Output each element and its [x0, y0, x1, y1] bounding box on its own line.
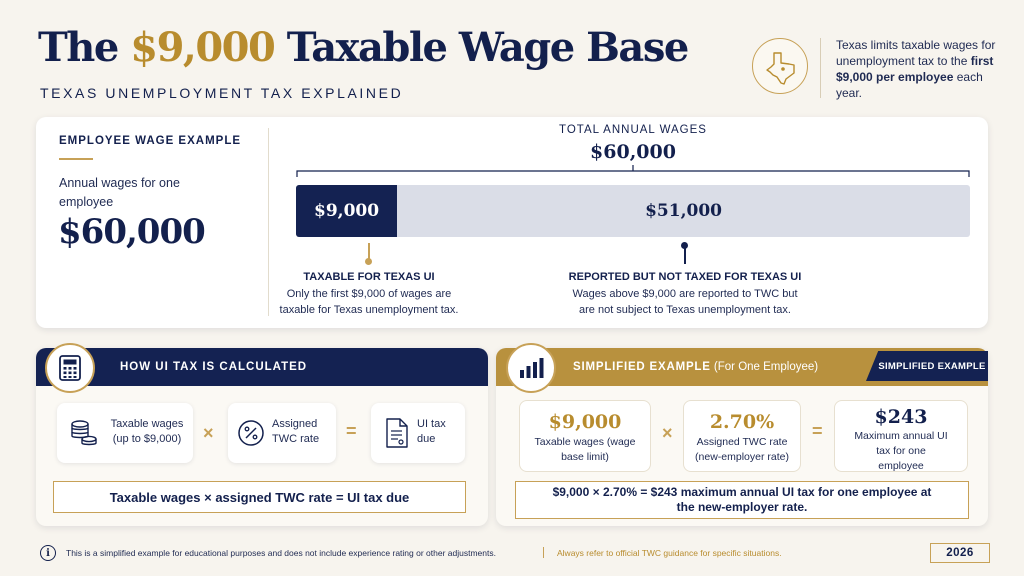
- wage-example-amount: $60,000: [58, 212, 206, 252]
- footer-year: 2026: [930, 543, 990, 563]
- step-twc-rate: Assigned TWC rate: [228, 403, 336, 463]
- header-note: Texas limits taxable wages for unemploym…: [836, 38, 996, 100]
- coins-icon: [71, 420, 97, 446]
- calculator-badge: [45, 343, 95, 393]
- step-ui-tax-due-label: UI tax due: [417, 418, 446, 445]
- texas-map-icon: [766, 52, 795, 85]
- example-heading: SIMPLIFIED EXAMPLE (For One Employee): [573, 361, 819, 373]
- taxable-segment: $9,000: [296, 185, 398, 237]
- bar-chart-badge: [506, 343, 556, 393]
- taxable-callout-title: TAXABLE FOR TEXAS UI: [303, 271, 435, 283]
- calculator-icon: [59, 355, 81, 381]
- example-taxable-wages: $9,000 Taxable wages (wage base limit): [519, 400, 651, 472]
- calculation-header-bar: [36, 348, 488, 386]
- wage-example-heading: EMPLOYEE WAGE EXAMPLE: [59, 135, 242, 147]
- example-taxable-wages-value: $9,000: [548, 411, 622, 433]
- footer-separator: [543, 547, 544, 558]
- document-icon: [386, 418, 408, 448]
- example-twc-rate: 2.70% Assigned TWC rate (new-employer ra…: [683, 400, 801, 472]
- untaxed-pin-dot: [681, 242, 688, 249]
- card-divider: [268, 128, 269, 316]
- total-wages-amount: $60,000: [590, 141, 676, 163]
- example-result-label: Maximum annual UI tax for one employee: [854, 430, 948, 472]
- example-twc-rate-label: Assigned TWC rate (new-employer rate): [695, 436, 789, 463]
- wage-split-bar: $9,000 $51,000: [296, 185, 970, 237]
- texas-badge: [752, 38, 808, 94]
- equals-operator: =: [346, 421, 357, 441]
- example-twc-rate-value: 2.70%: [709, 411, 775, 433]
- untaxed-pin: [684, 247, 686, 264]
- total-brace: [296, 165, 970, 177]
- example-tab: SIMPLIFIED EXAMPLE: [866, 351, 988, 381]
- example-multiply-operator: ×: [662, 423, 673, 443]
- calculation-heading: HOW UI TAX IS CALCULATED: [120, 361, 308, 373]
- taxable-pin: [368, 243, 370, 260]
- untaxed-callout-title: REPORTED BUT NOT TAXED FOR TEXAS UI: [568, 271, 802, 283]
- step-taxable-wages: Taxable wages (up to $9,000): [57, 403, 193, 463]
- percent-icon: [238, 420, 264, 446]
- header-divider: [820, 38, 821, 98]
- wage-example-label: Annual wages for one employee: [59, 176, 180, 209]
- bar-chart-icon: [520, 358, 544, 378]
- step-twc-rate-label: Assigned TWC rate: [272, 418, 320, 445]
- step-taxable-wages-label: Taxable wages (up to $9,000): [110, 418, 184, 445]
- multiply-operator: ×: [203, 423, 214, 443]
- heading-rule: [59, 158, 93, 160]
- example-taxable-wages-label: Taxable wages (wage base limit): [534, 436, 636, 463]
- title-amount: $9,000: [130, 24, 276, 71]
- total-wages-heading: TOTAL ANNUAL WAGES: [559, 124, 707, 136]
- step-ui-tax-due: UI tax due: [371, 403, 465, 463]
- footer-disclaimer: This is a simplified example for educati…: [66, 548, 496, 558]
- taxable-pin-dot: [365, 258, 372, 265]
- taxable-callout-text: Only the first $9,000 of wages are taxab…: [279, 288, 459, 316]
- example-result-value: $243: [874, 406, 928, 428]
- page-title: The $9,000 Taxable Wage Base: [38, 24, 689, 71]
- footer-reference: Always refer to official TWC guidance fo…: [557, 548, 782, 558]
- page-subtitle: TEXAS UNEMPLOYMENT TAX EXPLAINED: [40, 85, 404, 101]
- untaxed-segment: $51,000: [645, 201, 722, 221]
- calculation-formula: Taxable wages × assigned TWC rate = UI t…: [53, 481, 466, 513]
- example-equals-operator: =: [812, 421, 823, 441]
- example-summary: $9,000 × 2.70% = $243 maximum annual UI …: [515, 481, 969, 519]
- untaxed-callout-text: Wages above $9,000 are reported to TWC b…: [572, 288, 798, 316]
- example-result: $243 Maximum annual UI tax for one emplo…: [834, 400, 968, 472]
- info-icon: i: [40, 545, 56, 561]
